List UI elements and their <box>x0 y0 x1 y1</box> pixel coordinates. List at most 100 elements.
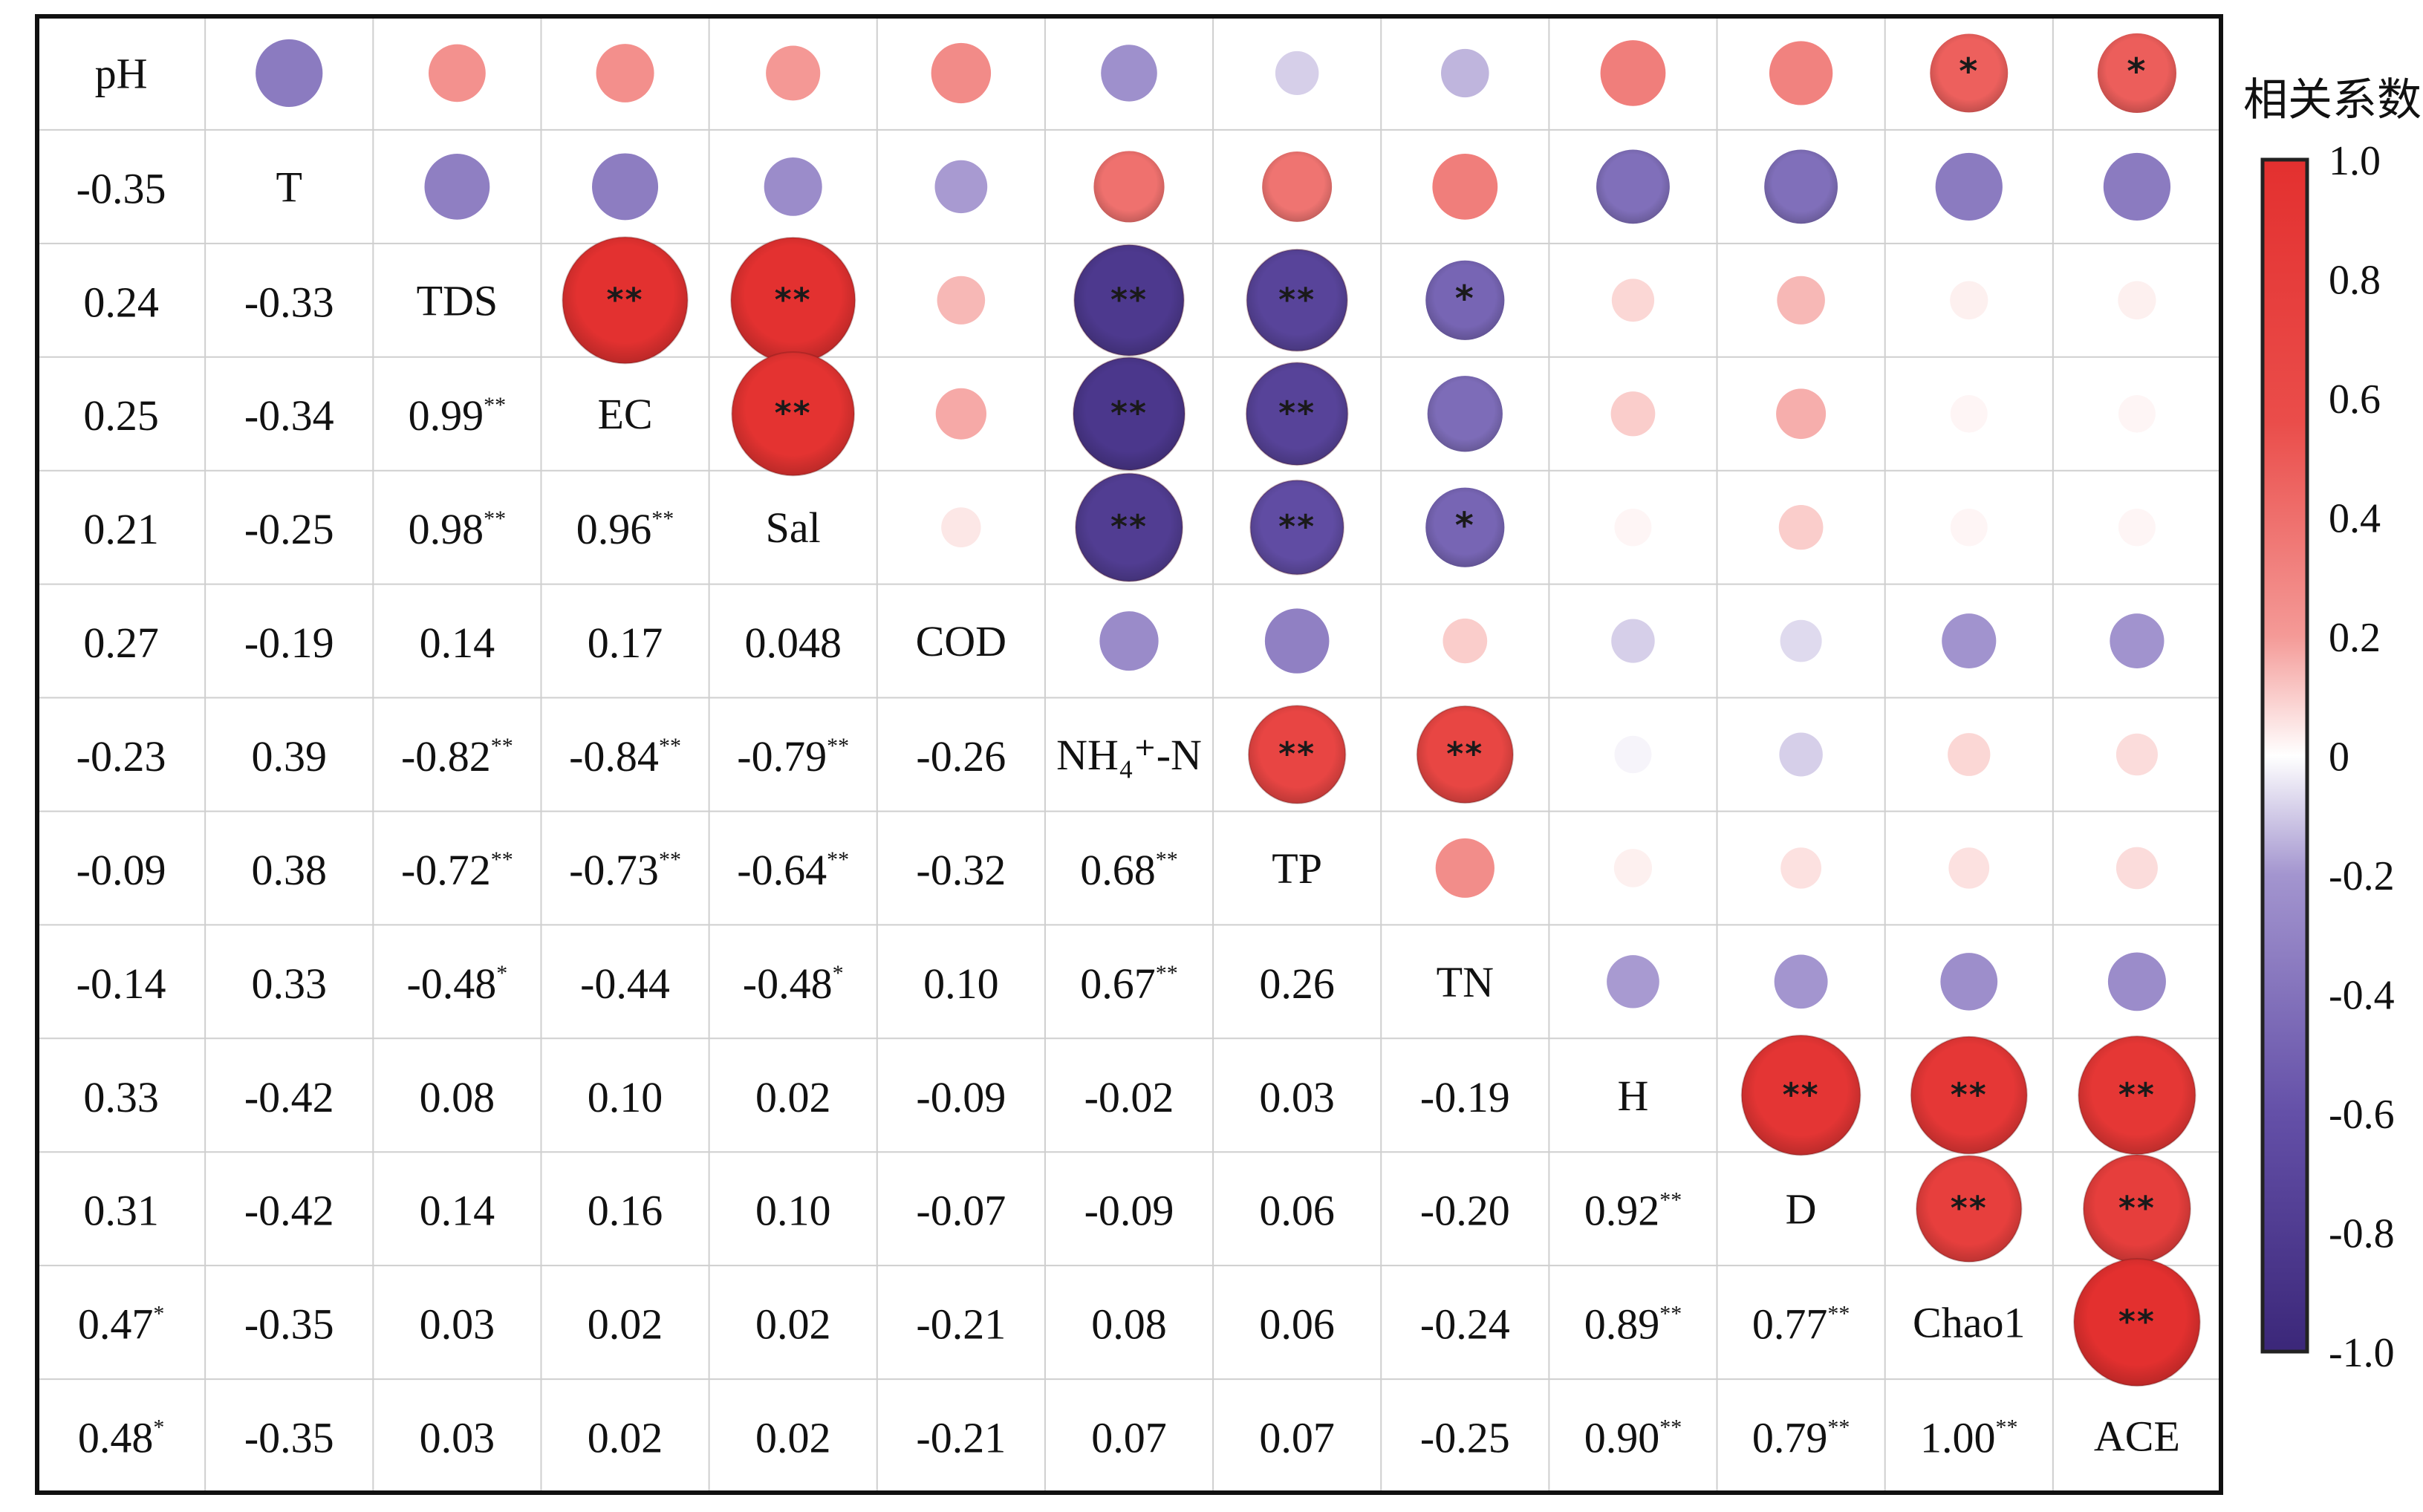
diagonal-label: Chao1 <box>1913 1299 2025 1347</box>
correlation-ellipse <box>1779 732 1823 777</box>
correlation-value: -0.25 <box>1420 1414 1510 1462</box>
correlation-value: 0.21 <box>83 505 159 553</box>
correlation-value: -0.35 <box>244 1300 334 1349</box>
correlation-ellipse <box>935 388 986 440</box>
significance-mark: ** <box>1951 1076 1988 1114</box>
correlation-ellipse-shade <box>2097 33 2176 114</box>
significance-mark: * <box>1455 505 1475 547</box>
correlation-ellipse <box>1600 40 1666 106</box>
correlation-value: -0.14 <box>77 959 166 1008</box>
colorbar-tick-label: 0.6 <box>2329 377 2381 423</box>
significance-mark: * <box>2127 50 2147 92</box>
correlation-value: 0.33 <box>251 959 327 1008</box>
correlation-value: 0.99** <box>409 391 507 440</box>
correlation-value: -0.19 <box>1420 1073 1510 1121</box>
correlation-value: 0.47* <box>78 1300 164 1349</box>
correlation-ellipse <box>428 44 486 102</box>
correlation-value: 0.96** <box>576 505 674 553</box>
correlation-ellipse <box>1777 276 1825 325</box>
correlation-ellipse <box>1948 733 1991 776</box>
correlation-ellipse-shade <box>1596 149 1670 224</box>
correlation-ellipse-shade <box>1916 1156 2022 1262</box>
correlation-ellipse <box>1940 953 1998 1011</box>
correlation-value: -0.24 <box>1420 1300 1510 1349</box>
correlation-value: 0.26 <box>1259 959 1335 1008</box>
correlation-ellipse <box>1432 154 1498 220</box>
colorbar-tick-label: -1.0 <box>2329 1330 2395 1376</box>
matrix-border <box>35 14 2223 1495</box>
correlation-value: -0.84** <box>569 732 681 781</box>
correlation-value: -0.72** <box>401 846 513 894</box>
correlation-value: 0.07 <box>1259 1414 1335 1462</box>
correlation-ellipse <box>2115 733 2158 776</box>
correlation-ellipse <box>931 42 992 104</box>
diagonal-label: TN <box>1437 958 1494 1006</box>
correlation-ellipse-shade <box>1093 151 1165 223</box>
correlation-ellipse <box>256 39 323 108</box>
correlation-ellipse <box>596 44 654 102</box>
correlation-value: 0.27 <box>83 619 159 667</box>
correlation-value: 0.02 <box>755 1300 831 1349</box>
correlation-value: -0.48* <box>406 959 507 1008</box>
correlation-value: 0.02 <box>588 1414 663 1462</box>
significance-mark: ** <box>1278 281 1315 319</box>
correlation-value: 0.98** <box>409 505 507 553</box>
correlation-ellipse-shade <box>1764 149 1838 224</box>
correlation-value: 0.14 <box>420 619 495 667</box>
correlation-ellipse <box>1099 611 1159 671</box>
diagonal-label: pH <box>95 49 148 97</box>
correlation-ellipse <box>1778 505 1824 550</box>
correlation-value: 0.08 <box>1091 1300 1167 1349</box>
correlation-value: -0.33 <box>244 278 334 326</box>
correlation-ellipse <box>1950 395 1988 433</box>
significance-mark: ** <box>1278 735 1315 773</box>
correlation-ellipse <box>1950 281 1988 320</box>
correlation-value: 0.24 <box>83 278 159 326</box>
significance-mark: ** <box>1110 508 1148 546</box>
significance-mark: ** <box>1278 394 1315 432</box>
correlation-value: 0.89** <box>1584 1300 1682 1349</box>
correlation-value: 0.048 <box>744 619 842 667</box>
colorbar-tick-label: 1.0 <box>2329 138 2381 184</box>
correlation-value: -0.64** <box>737 846 849 894</box>
correlation-value: 0.33 <box>83 1073 159 1121</box>
correlation-value: -0.23 <box>77 732 166 781</box>
correlation-value: 0.92** <box>1584 1187 1682 1235</box>
correlation-ellipse <box>1942 613 1997 669</box>
correlation-value: -0.25 <box>244 505 334 553</box>
correlation-ellipse <box>2115 847 2158 890</box>
diagonal-label: T <box>276 163 302 211</box>
correlation-ellipse-shade <box>1250 480 1344 575</box>
colorbar-tick-label: -0.8 <box>2329 1211 2395 1257</box>
correlation-value: -0.09 <box>77 846 166 894</box>
correlation-value: -0.07 <box>916 1187 1006 1235</box>
colorbar-ticks: 1.0 0.8 0.6 0.4 0.2 0 -0.2 -0.4 -0.6 -0.8 -1.0 <box>2329 138 2395 1376</box>
correlation-ellipse <box>1776 388 1827 440</box>
correlation-ellipse-shade <box>732 352 855 476</box>
significance-mark: ** <box>1951 1190 1988 1228</box>
correlation-ellipse-shade <box>1425 260 1505 340</box>
significance-mark: ** <box>2118 1076 2156 1114</box>
correlation-ellipse <box>937 276 986 325</box>
correlation-value: 0.03 <box>420 1414 495 1462</box>
significance-mark: ** <box>1110 394 1148 432</box>
correlation-value: -0.09 <box>916 1073 1006 1121</box>
correlation-value: 0.67** <box>1080 959 1178 1008</box>
significance-mark: * <box>1959 50 1979 92</box>
significance-mark: ** <box>2118 1190 2156 1228</box>
correlation-value: -0.32 <box>916 846 1006 894</box>
correlation-ellipse <box>1607 955 1659 1008</box>
correlation-value: 0.39 <box>251 732 327 781</box>
correlation-ellipse <box>2110 613 2165 669</box>
significance-mark: ** <box>1783 1076 1820 1114</box>
correlation-ellipse-shade <box>731 237 856 363</box>
correlation-ellipse-shade <box>2074 1258 2200 1386</box>
significance-mark: ** <box>1110 281 1148 319</box>
correlation-value: -0.19 <box>244 619 334 667</box>
correlation-value: -0.35 <box>244 1414 334 1462</box>
correlation-ellipse <box>1780 847 1822 889</box>
correlation-ellipse-shade <box>1262 151 1333 222</box>
correlation-value: -0.48* <box>743 959 844 1008</box>
correlation-ellipse <box>1101 45 1157 102</box>
